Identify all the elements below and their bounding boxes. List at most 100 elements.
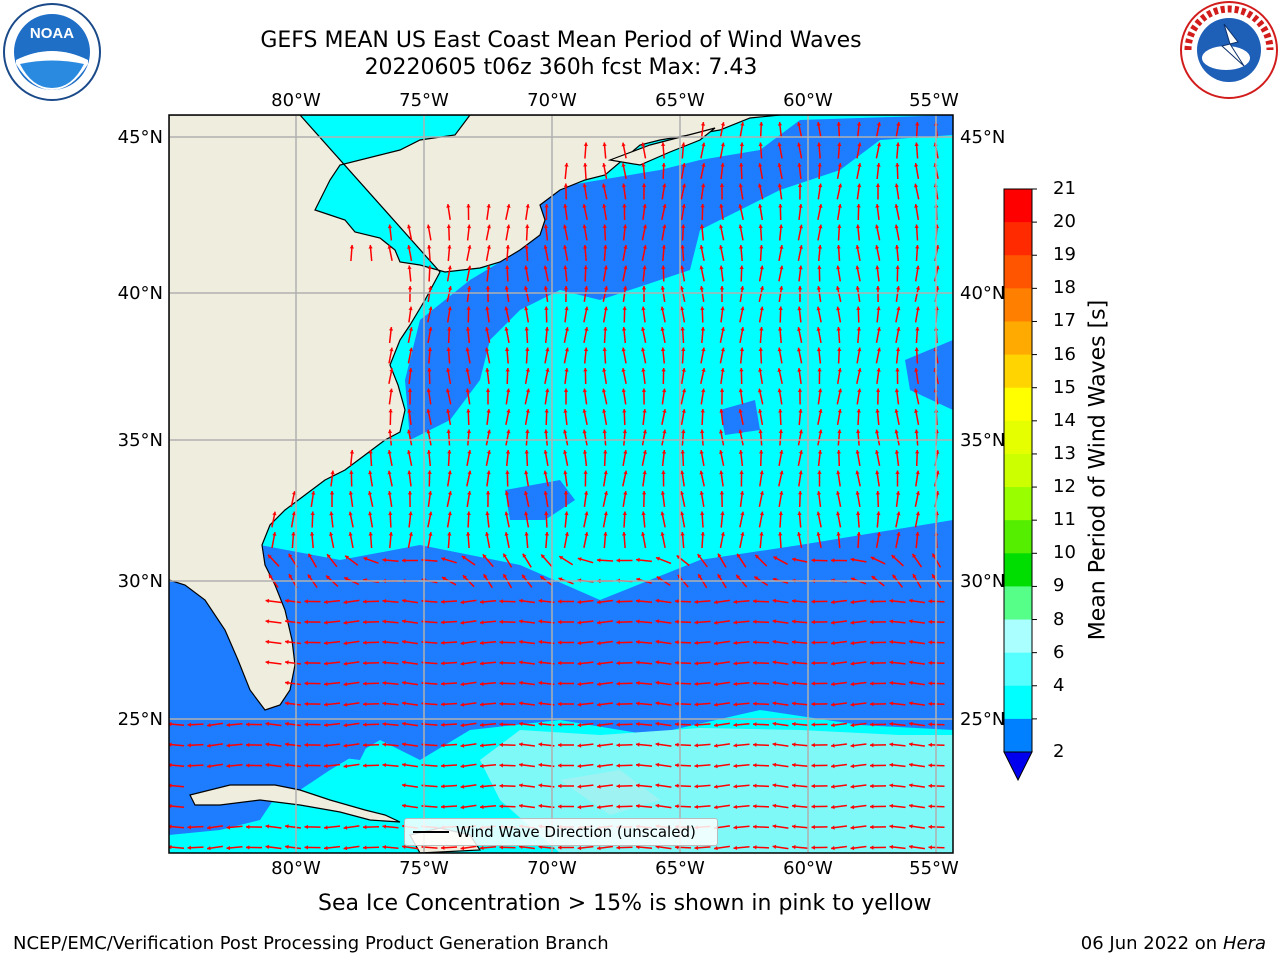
wave-arrow-head xyxy=(304,681,308,686)
wave-arrow-head xyxy=(855,491,860,495)
lon-label-bottom-80w: 80°W xyxy=(271,858,321,879)
wave-arrow-head xyxy=(850,661,855,666)
wave-arrow-head xyxy=(889,598,894,604)
wave-arrow-head xyxy=(792,824,796,829)
wave-arrow-head xyxy=(291,491,297,495)
wave-arrow-head xyxy=(558,681,562,686)
wave-arrow-head xyxy=(758,368,763,372)
wave-arrow-head xyxy=(681,204,686,208)
wave-arrow-head xyxy=(909,598,913,603)
wave-arrow-head xyxy=(836,245,841,249)
wave-arrow-head xyxy=(226,722,231,728)
wave-arrow-head xyxy=(577,763,582,769)
wave-arrow-head xyxy=(792,619,796,624)
wave-arrow-head xyxy=(837,347,842,351)
wave-arrow-head xyxy=(817,245,823,249)
wave-arrow-head xyxy=(441,640,445,645)
wave-arrow-head xyxy=(914,224,919,228)
colorbar-tick-label: 20 xyxy=(1053,211,1076,233)
wave-arrow-head xyxy=(909,742,913,747)
wave-arrow-head xyxy=(603,306,608,311)
wave-arrow-head xyxy=(460,702,465,707)
wave-arrow-head xyxy=(675,640,679,645)
wave-arrow-head xyxy=(447,286,453,290)
wave-arrow-head xyxy=(329,511,334,516)
wave-arrow-head xyxy=(407,224,412,229)
wave-arrow-head xyxy=(304,845,308,850)
wave-arrow-head xyxy=(797,388,803,392)
wave-arrow-head xyxy=(558,701,562,707)
map-title: GEFS MEAN US East Coast Mean Period of W… xyxy=(260,28,862,53)
wave-arrow-head xyxy=(327,554,331,559)
wave-arrow-head xyxy=(623,265,628,270)
wave-arrow-head xyxy=(636,803,640,809)
wave-arrow-head xyxy=(889,783,894,788)
wave-arrow-head xyxy=(876,122,881,126)
lon-label-top-60w: 60°W xyxy=(783,90,833,111)
wave-arrow-head xyxy=(798,429,803,434)
wave-arrow-head xyxy=(739,347,745,352)
wave-arrow-head xyxy=(641,183,647,187)
wave-arrow-head xyxy=(446,409,451,413)
wave-arrow-head xyxy=(915,470,920,475)
wave-arrow-head xyxy=(408,347,413,352)
wave-arrow-head xyxy=(753,619,757,624)
wave-arrow-head xyxy=(616,558,620,563)
wave-arrow-head xyxy=(714,846,718,851)
wave-arrow-head xyxy=(811,701,815,707)
wave-arrow-head xyxy=(583,265,588,269)
wave-arrow-head xyxy=(675,599,679,604)
wave-arrow-head xyxy=(915,327,920,331)
wave-arrow-head xyxy=(343,825,348,830)
wave-arrow-head xyxy=(428,327,433,331)
wave-arrow-head xyxy=(480,620,484,625)
wave-arrow-head xyxy=(506,224,511,229)
wave-arrow-head xyxy=(661,245,666,249)
wave-arrow-head xyxy=(679,286,685,290)
wave-arrow-head xyxy=(636,783,640,788)
wave-arrow-head xyxy=(798,409,803,413)
wave-arrow-head xyxy=(558,804,562,809)
wave-arrow-head xyxy=(402,598,406,603)
wave-arrow-head xyxy=(895,163,900,167)
wave-arrow-head xyxy=(368,450,373,454)
wave-arrow-head xyxy=(363,620,367,625)
wave-arrow-head xyxy=(538,639,543,645)
wave-arrow-head xyxy=(447,327,452,331)
wave-arrow-head xyxy=(894,450,900,454)
map-legend: Wind Wave Direction (unscaled) xyxy=(404,818,718,846)
wave-arrow-head xyxy=(584,327,589,331)
wave-arrow-head xyxy=(348,511,353,516)
wave-arrow-head xyxy=(408,368,413,372)
wave-arrow-head xyxy=(288,574,293,579)
wave-arrow-head xyxy=(525,409,530,413)
wave-arrow-head xyxy=(870,824,874,830)
wave-arrow-head xyxy=(914,163,919,167)
wave-arrow-head xyxy=(816,491,822,495)
wave-arrow-head xyxy=(499,845,503,850)
wave-arrow-head xyxy=(909,803,913,808)
wave-arrow-head xyxy=(714,661,718,666)
wave-arrow-head xyxy=(428,306,433,311)
wave-arrow-head xyxy=(427,470,432,474)
wave-arrow-head xyxy=(875,409,880,413)
wave-arrow-head xyxy=(915,245,920,249)
wave-arrow-head xyxy=(343,682,348,687)
wave-arrow-head xyxy=(466,429,472,434)
wave-arrow-head xyxy=(582,429,587,434)
wave-arrow-head xyxy=(717,553,722,558)
wave-arrow-head xyxy=(875,286,881,290)
wave-arrow-head xyxy=(265,844,270,850)
wave-arrow-head xyxy=(285,742,289,747)
wave-arrow-head xyxy=(343,620,348,625)
wave-arrow-head xyxy=(265,598,270,604)
wave-arrow-head xyxy=(558,783,562,789)
wave-arrow-head xyxy=(622,409,627,413)
wave-arrow-head xyxy=(757,388,763,393)
wave-arrow-head xyxy=(408,511,413,516)
wave-arrow-head xyxy=(324,743,328,748)
wave-arrow-head xyxy=(564,368,569,372)
wave-arrow-head xyxy=(465,347,470,352)
wave-arrow-head xyxy=(544,327,550,331)
colorbar xyxy=(1003,188,1037,782)
